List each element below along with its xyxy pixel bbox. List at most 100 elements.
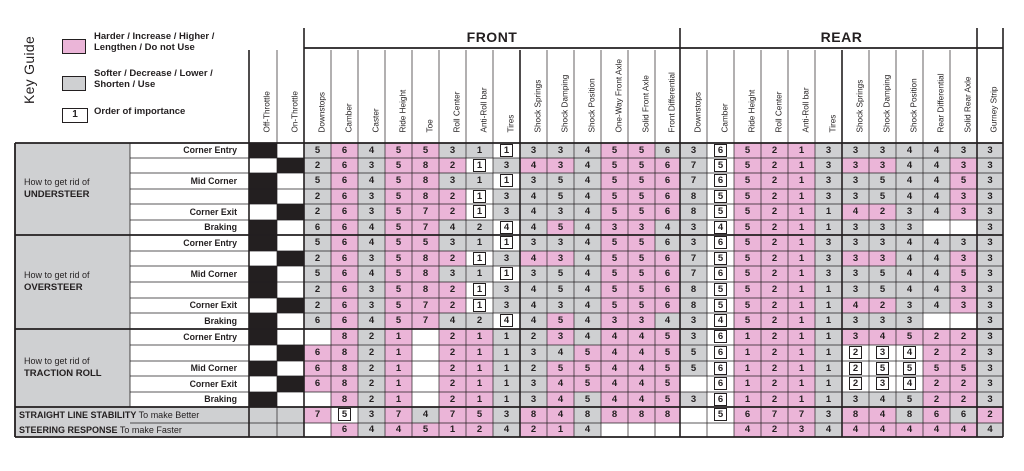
table-cell: 3: [439, 266, 466, 282]
table-cell: 3: [869, 220, 896, 235]
front-group-title: FRONT: [466, 29, 518, 45]
table-cell: 3: [977, 143, 1003, 158]
column-header-label: Roll Center: [774, 91, 783, 133]
table-cell: 2: [358, 392, 385, 407]
table-cell: 6: [707, 143, 734, 158]
table-cell: 3: [358, 407, 385, 423]
table-cell: 2: [520, 423, 547, 437]
table-cell: 4: [520, 282, 547, 298]
table-cell: 2: [869, 298, 896, 313]
table-cell: 5: [547, 282, 574, 298]
bottom-row-label-bold: STEERING RESPONSE: [19, 425, 118, 435]
table-cell: 5: [734, 189, 761, 204]
table-cell: [412, 392, 439, 407]
row-label: [130, 345, 249, 361]
table-cell: [277, 251, 304, 266]
section-line1: How to get rid of: [24, 356, 90, 366]
table-cell: [277, 266, 304, 282]
column-header: Camber: [707, 50, 734, 139]
table-cell: 5: [655, 376, 680, 392]
table-cell: 6: [331, 298, 358, 313]
table-cell: 2: [358, 376, 385, 392]
table-cell: 3: [680, 313, 707, 329]
table-cell: 5: [628, 189, 655, 204]
table-cell: 1: [815, 392, 842, 407]
table-cell: 2: [466, 220, 493, 235]
table-cell: 1: [788, 361, 815, 376]
column-header: Shock Position: [574, 50, 601, 139]
table-cell: 5: [385, 298, 412, 313]
table-cell: 4: [358, 313, 385, 329]
table-cell: 2: [761, 298, 788, 313]
table-cell: 4: [869, 392, 896, 407]
table-cell: 3: [520, 345, 547, 361]
column-header-label: Solid Rear Axle: [963, 76, 972, 133]
column-header: Ride Height: [734, 50, 761, 139]
table-cell: 3: [977, 329, 1003, 345]
table-cell: 3: [547, 251, 574, 266]
table-cell: [249, 298, 277, 313]
table-cell: 3: [493, 282, 520, 298]
column-header: Anti-Roll bar: [788, 50, 815, 139]
table-cell: 8: [412, 282, 439, 298]
table-cell: 3: [628, 313, 655, 329]
table-cell: 2: [761, 158, 788, 173]
table-cell: 8: [331, 376, 358, 392]
table-cell: 8: [628, 407, 655, 423]
table-cell: 5: [304, 235, 331, 251]
table-cell: 1: [788, 251, 815, 266]
table-cell: 3: [869, 158, 896, 173]
table-cell: 2: [923, 329, 950, 345]
table-cell: 2: [358, 361, 385, 376]
table-cell: 4: [601, 345, 628, 361]
table-cell: 1: [466, 329, 493, 345]
table-cell: 8: [412, 266, 439, 282]
table-cell: 1: [815, 313, 842, 329]
table-cell: 4: [358, 173, 385, 189]
row-label: Corner Exit: [189, 207, 237, 217]
table-cell: 4: [923, 204, 950, 220]
bottom-row-label: STRAIGHT LINE STABILITY To make Better: [15, 407, 249, 423]
table-cell: 4: [601, 361, 628, 376]
column-header-label: Front Differential: [667, 72, 676, 133]
table-cell: 5: [385, 204, 412, 220]
table-cell: 4: [574, 235, 601, 251]
table-cell: 5: [628, 235, 655, 251]
table-cell: 3: [977, 266, 1003, 282]
table-cell: 4: [520, 220, 547, 235]
row-label: Corner Exit: [189, 379, 237, 389]
table-cell: 2: [439, 158, 466, 173]
table-cell: 4: [896, 235, 923, 251]
table-cell: 8: [412, 251, 439, 266]
table-cell: 4: [574, 189, 601, 204]
table-cell: 3: [977, 345, 1003, 361]
table-cell: 7: [412, 298, 439, 313]
table-cell: 4: [574, 282, 601, 298]
harder-swatch: [62, 39, 86, 54]
table-cell: 1: [385, 376, 412, 392]
table-cell: 5: [412, 143, 439, 158]
table-cell: [249, 189, 277, 204]
table-cell: [277, 361, 304, 376]
table-cell: 1: [788, 329, 815, 345]
table-cell: 2: [761, 376, 788, 392]
table-cell: 4: [574, 329, 601, 345]
table-cell: 6: [655, 158, 680, 173]
row-label: Corner Entry: [183, 238, 237, 248]
section-line2: UNDERSTEER: [24, 189, 90, 200]
column-header-label: Shock Springs: [855, 79, 864, 133]
table-cell: 3: [842, 220, 869, 235]
table-cell: 6: [331, 266, 358, 282]
table-cell: 1: [466, 376, 493, 392]
table-cell: [249, 204, 277, 220]
table-cell: 3: [547, 204, 574, 220]
table-cell: [277, 298, 304, 313]
table-cell: 3: [439, 235, 466, 251]
column-header: Shock Damping: [547, 50, 574, 139]
column-header: Tires: [815, 50, 842, 139]
table-cell: 1: [466, 204, 493, 220]
table-cell: 2: [761, 251, 788, 266]
table-cell: 2: [439, 204, 466, 220]
table-cell: 1: [815, 220, 842, 235]
section-line1: How to get rid of: [24, 270, 90, 280]
